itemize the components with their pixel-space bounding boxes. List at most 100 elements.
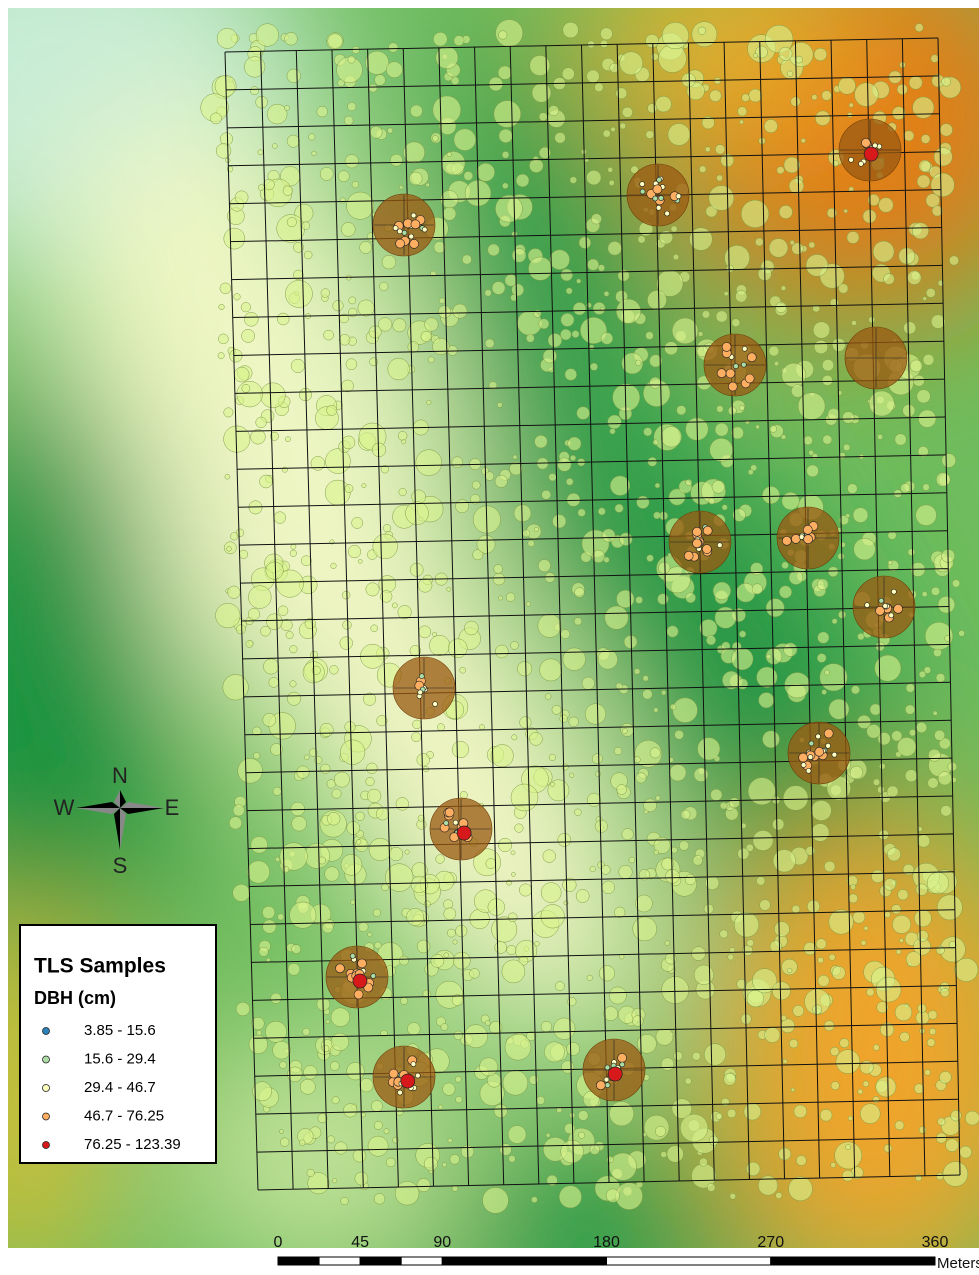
tree-crown bbox=[917, 390, 931, 404]
tree-crown bbox=[343, 1104, 357, 1118]
tree-crown bbox=[748, 778, 775, 805]
tree-crown bbox=[838, 611, 845, 618]
tree-crown bbox=[246, 640, 253, 647]
tree-crown bbox=[590, 866, 596, 872]
tree-crown bbox=[225, 474, 230, 479]
tree-crown bbox=[342, 591, 350, 599]
sample-tree bbox=[596, 1081, 605, 1090]
tree-crown bbox=[901, 483, 910, 492]
tree-crown bbox=[352, 46, 359, 53]
sample-tree bbox=[864, 147, 878, 161]
sample-tree bbox=[411, 220, 420, 229]
tree-crown bbox=[782, 562, 789, 569]
sample-tree bbox=[409, 234, 414, 239]
tree-crown bbox=[358, 559, 362, 563]
tree-crown bbox=[861, 940, 866, 945]
tree-crown bbox=[842, 412, 854, 424]
tree-crown bbox=[366, 777, 375, 786]
tree-crown bbox=[644, 799, 657, 812]
sample-tree bbox=[782, 536, 791, 545]
tree-crown bbox=[965, 1111, 979, 1125]
sample-tree bbox=[640, 182, 645, 187]
tree-crown bbox=[927, 872, 949, 894]
tree-crown bbox=[921, 135, 930, 144]
tree-crown bbox=[616, 299, 640, 323]
sample-plot bbox=[373, 194, 435, 256]
tree-crown bbox=[380, 282, 389, 291]
tree-crown bbox=[914, 910, 931, 927]
tree-crown bbox=[789, 42, 813, 66]
tree-crown bbox=[713, 582, 731, 600]
tree-crown bbox=[873, 1044, 879, 1050]
tree-crown bbox=[624, 635, 637, 648]
tree-crown bbox=[769, 346, 779, 356]
tree-crown bbox=[406, 502, 429, 525]
tree-crown bbox=[941, 805, 952, 816]
sample-tree bbox=[747, 353, 756, 362]
tree-crown bbox=[342, 380, 354, 392]
tree-crown bbox=[347, 192, 374, 219]
tree-crown bbox=[746, 1162, 760, 1176]
tree-crown bbox=[818, 957, 824, 963]
tree-crown bbox=[587, 70, 600, 83]
tree-crown bbox=[884, 274, 895, 285]
tree-crown bbox=[602, 529, 615, 542]
tree-crown bbox=[769, 239, 788, 258]
tree-crown bbox=[679, 841, 689, 851]
tree-crown bbox=[763, 731, 780, 748]
tree-crown bbox=[456, 500, 469, 513]
tree-crown bbox=[307, 1169, 315, 1177]
tree-crown bbox=[772, 819, 784, 831]
tree-crown bbox=[598, 265, 605, 272]
sample-tree bbox=[824, 729, 833, 738]
sample-tree bbox=[801, 763, 806, 768]
tree-crown bbox=[326, 1020, 330, 1024]
tree-crown bbox=[340, 198, 345, 203]
tree-crown bbox=[638, 236, 645, 243]
tree-crown bbox=[539, 113, 547, 121]
tree-crown bbox=[955, 958, 978, 981]
tree-crown bbox=[274, 512, 286, 524]
tree-crown bbox=[702, 311, 710, 319]
tree-crown bbox=[848, 484, 858, 494]
tree-crown bbox=[322, 922, 333, 933]
tree-crown bbox=[273, 787, 281, 795]
sample-tree bbox=[354, 990, 363, 999]
tree-crown bbox=[904, 322, 916, 334]
tree-crown bbox=[320, 723, 333, 736]
tree-crown bbox=[824, 861, 835, 872]
tree-crown bbox=[566, 478, 573, 485]
tree-crown bbox=[258, 185, 264, 191]
tree-crown bbox=[832, 966, 845, 979]
tree-crown bbox=[464, 1025, 487, 1048]
tree-crown bbox=[216, 603, 241, 628]
tree-crown bbox=[960, 1146, 972, 1158]
tree-crown bbox=[374, 942, 381, 949]
tree-crown bbox=[917, 930, 928, 941]
tree-crown bbox=[831, 1082, 839, 1090]
tree-crown bbox=[730, 1193, 736, 1199]
tree-crown bbox=[608, 167, 613, 172]
tree-crown bbox=[637, 496, 650, 509]
sample-tree bbox=[411, 213, 416, 218]
sample-tree bbox=[703, 526, 712, 535]
tree-crown bbox=[860, 1104, 880, 1124]
tree-crown bbox=[442, 1163, 446, 1167]
tree-crown bbox=[453, 304, 467, 318]
sample-tree bbox=[605, 1083, 610, 1088]
tree-crown bbox=[680, 1114, 708, 1142]
tree-crown bbox=[529, 159, 543, 173]
tree-crown bbox=[709, 186, 734, 211]
tree-crown bbox=[919, 160, 931, 172]
tree-crown bbox=[587, 170, 602, 185]
tree-crown bbox=[444, 953, 449, 958]
tree-crown bbox=[903, 864, 914, 875]
tree-crown bbox=[375, 75, 386, 86]
tree-crown bbox=[589, 345, 594, 350]
tree-crown bbox=[729, 798, 739, 808]
tree-crown bbox=[832, 338, 845, 351]
tree-crown bbox=[650, 377, 661, 388]
scale-label: 90 bbox=[433, 1234, 451, 1251]
tree-crown bbox=[794, 1105, 807, 1118]
tree-crown bbox=[686, 479, 692, 485]
